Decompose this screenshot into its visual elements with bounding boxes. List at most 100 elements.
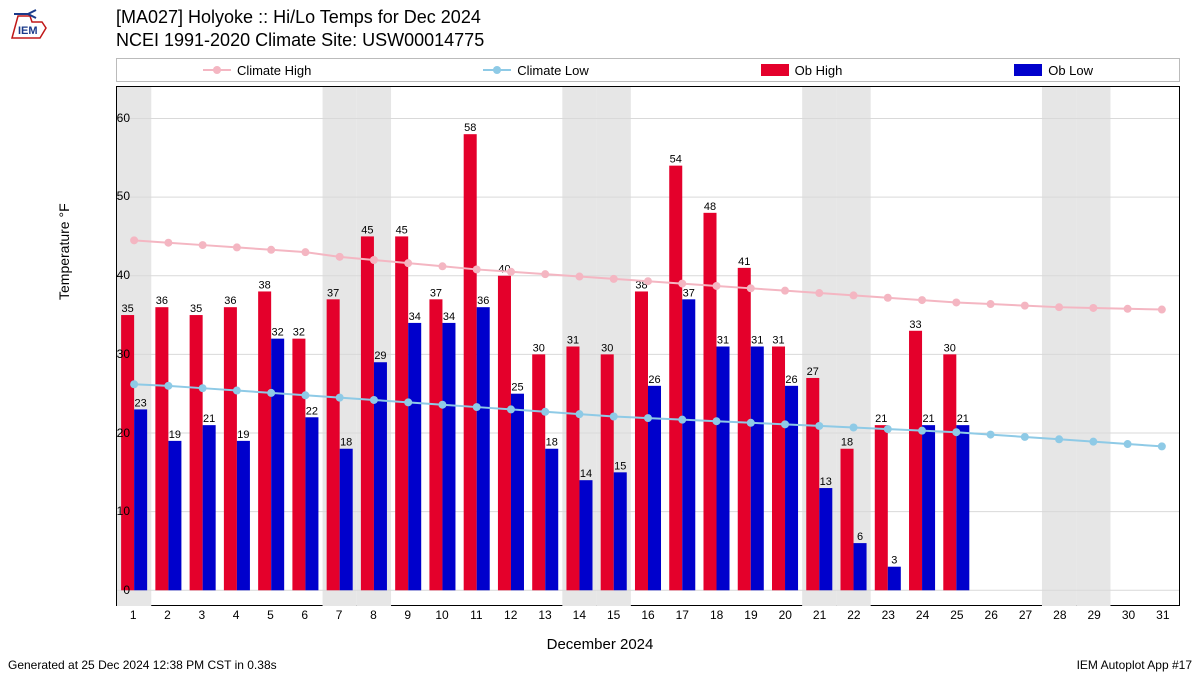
x-tick-label: 11 bbox=[470, 608, 482, 622]
svg-text:34: 34 bbox=[443, 311, 455, 323]
svg-text:14: 14 bbox=[580, 468, 592, 480]
svg-text:19: 19 bbox=[169, 429, 181, 441]
svg-text:38: 38 bbox=[259, 279, 271, 291]
svg-text:35: 35 bbox=[190, 303, 202, 315]
svg-text:27: 27 bbox=[807, 366, 819, 378]
svg-text:33: 33 bbox=[909, 319, 921, 331]
svg-text:45: 45 bbox=[396, 224, 408, 236]
x-tick-label: 5 bbox=[267, 608, 274, 622]
svg-text:45: 45 bbox=[361, 224, 373, 236]
x-tick-label: 21 bbox=[813, 608, 826, 622]
x-tick-label: 19 bbox=[744, 608, 757, 622]
rect-swatch bbox=[761, 64, 789, 76]
x-tick-label: 17 bbox=[676, 608, 689, 622]
svg-text:32: 32 bbox=[293, 327, 305, 339]
footer-generated: Generated at 25 Dec 2024 12:38 PM CST in… bbox=[8, 658, 277, 672]
svg-text:30: 30 bbox=[944, 342, 956, 354]
legend-label: Ob Low bbox=[1048, 63, 1093, 78]
line-swatch bbox=[203, 69, 231, 71]
footer-app: IEM Autoplot App #17 bbox=[1077, 658, 1192, 672]
legend: Climate High Climate Low Ob High Ob Low bbox=[116, 58, 1180, 82]
x-tick-label: 27 bbox=[1019, 608, 1032, 622]
y-tick-label: 40 bbox=[100, 268, 130, 282]
x-tick-label: 25 bbox=[950, 608, 963, 622]
svg-text:41: 41 bbox=[738, 256, 750, 268]
y-tick-label: 20 bbox=[100, 426, 130, 440]
svg-text:36: 36 bbox=[477, 295, 489, 307]
svg-text:31: 31 bbox=[772, 335, 784, 347]
x-tick-label: 6 bbox=[301, 608, 308, 622]
svg-text:6: 6 bbox=[857, 531, 863, 543]
chart-title: [MA027] Holyoke :: Hi/Lo Temps for Dec 2… bbox=[116, 6, 484, 51]
y-tick-label: 0 bbox=[100, 583, 130, 597]
x-tick-label: 18 bbox=[710, 608, 723, 622]
svg-text:13: 13 bbox=[820, 476, 832, 488]
svg-text:21: 21 bbox=[203, 413, 215, 425]
svg-text:37: 37 bbox=[327, 287, 339, 299]
svg-text:22: 22 bbox=[306, 405, 318, 417]
x-tick-label: 28 bbox=[1053, 608, 1066, 622]
svg-text:18: 18 bbox=[340, 437, 352, 449]
svg-text:31: 31 bbox=[717, 335, 729, 347]
svg-text:25: 25 bbox=[511, 382, 523, 394]
x-tick-label: 13 bbox=[538, 608, 551, 622]
svg-text:26: 26 bbox=[785, 374, 797, 386]
x-tick-label: 20 bbox=[779, 608, 792, 622]
x-tick-label: 9 bbox=[404, 608, 411, 622]
title-line-2: NCEI 1991-2020 Climate Site: USW00014775 bbox=[116, 29, 484, 52]
svg-text:36: 36 bbox=[156, 295, 168, 307]
x-tick-label: 3 bbox=[198, 608, 205, 622]
svg-text:21: 21 bbox=[957, 413, 969, 425]
svg-text:37: 37 bbox=[430, 287, 442, 299]
svg-text:36: 36 bbox=[224, 295, 236, 307]
legend-label: Climate High bbox=[237, 63, 311, 78]
svg-text:54: 54 bbox=[670, 154, 682, 166]
svg-text:34: 34 bbox=[409, 311, 421, 323]
x-tick-label: 14 bbox=[573, 608, 586, 622]
svg-text:48: 48 bbox=[704, 201, 716, 213]
legend-climate-high: Climate High bbox=[203, 63, 311, 78]
x-tick-label: 30 bbox=[1122, 608, 1135, 622]
svg-text:21: 21 bbox=[922, 413, 934, 425]
legend-label: Climate Low bbox=[517, 63, 589, 78]
plot-area: 3536353638323745453758403031303854484131… bbox=[116, 86, 1180, 606]
iem-logo: IEM bbox=[8, 8, 56, 44]
svg-text:23: 23 bbox=[135, 397, 147, 409]
x-tick-label: 29 bbox=[1088, 608, 1101, 622]
svg-text:IEM: IEM bbox=[18, 25, 38, 37]
legend-ob-low: Ob Low bbox=[1014, 63, 1093, 78]
x-tick-label: 31 bbox=[1156, 608, 1169, 622]
x-tick-label: 24 bbox=[916, 608, 929, 622]
x-tick-label: 7 bbox=[336, 608, 343, 622]
svg-text:37: 37 bbox=[683, 287, 695, 299]
svg-text:19: 19 bbox=[237, 429, 249, 441]
x-tick-label: 22 bbox=[847, 608, 860, 622]
x-tick-label: 16 bbox=[641, 608, 654, 622]
svg-text:30: 30 bbox=[601, 342, 613, 354]
x-tick-label: 1 bbox=[130, 608, 137, 622]
line-swatch bbox=[483, 69, 511, 71]
x-tick-label: 10 bbox=[435, 608, 448, 622]
y-tick-label: 30 bbox=[100, 347, 130, 361]
x-tick-label: 4 bbox=[233, 608, 240, 622]
svg-text:58: 58 bbox=[464, 122, 476, 134]
x-tick-label: 12 bbox=[504, 608, 517, 622]
y-tick-label: 60 bbox=[100, 111, 130, 125]
svg-text:31: 31 bbox=[751, 335, 763, 347]
x-tick-label: 15 bbox=[607, 608, 620, 622]
x-tick-label: 8 bbox=[370, 608, 377, 622]
chart-svg: 3536353638323745453758403031303854484131… bbox=[117, 87, 1179, 606]
svg-text:15: 15 bbox=[614, 460, 626, 472]
title-line-1: [MA027] Holyoke :: Hi/Lo Temps for Dec 2… bbox=[116, 6, 484, 29]
svg-text:3: 3 bbox=[891, 555, 897, 567]
y-tick-label: 10 bbox=[100, 504, 130, 518]
x-axis-label: December 2024 bbox=[0, 636, 1200, 653]
svg-text:18: 18 bbox=[546, 437, 558, 449]
svg-text:26: 26 bbox=[648, 374, 660, 386]
svg-text:32: 32 bbox=[272, 327, 284, 339]
legend-climate-low: Climate Low bbox=[483, 63, 589, 78]
legend-ob-high: Ob High bbox=[761, 63, 843, 78]
y-axis-label: Temperature °F bbox=[56, 203, 72, 300]
x-tick-label: 23 bbox=[882, 608, 895, 622]
svg-text:35: 35 bbox=[122, 303, 134, 315]
